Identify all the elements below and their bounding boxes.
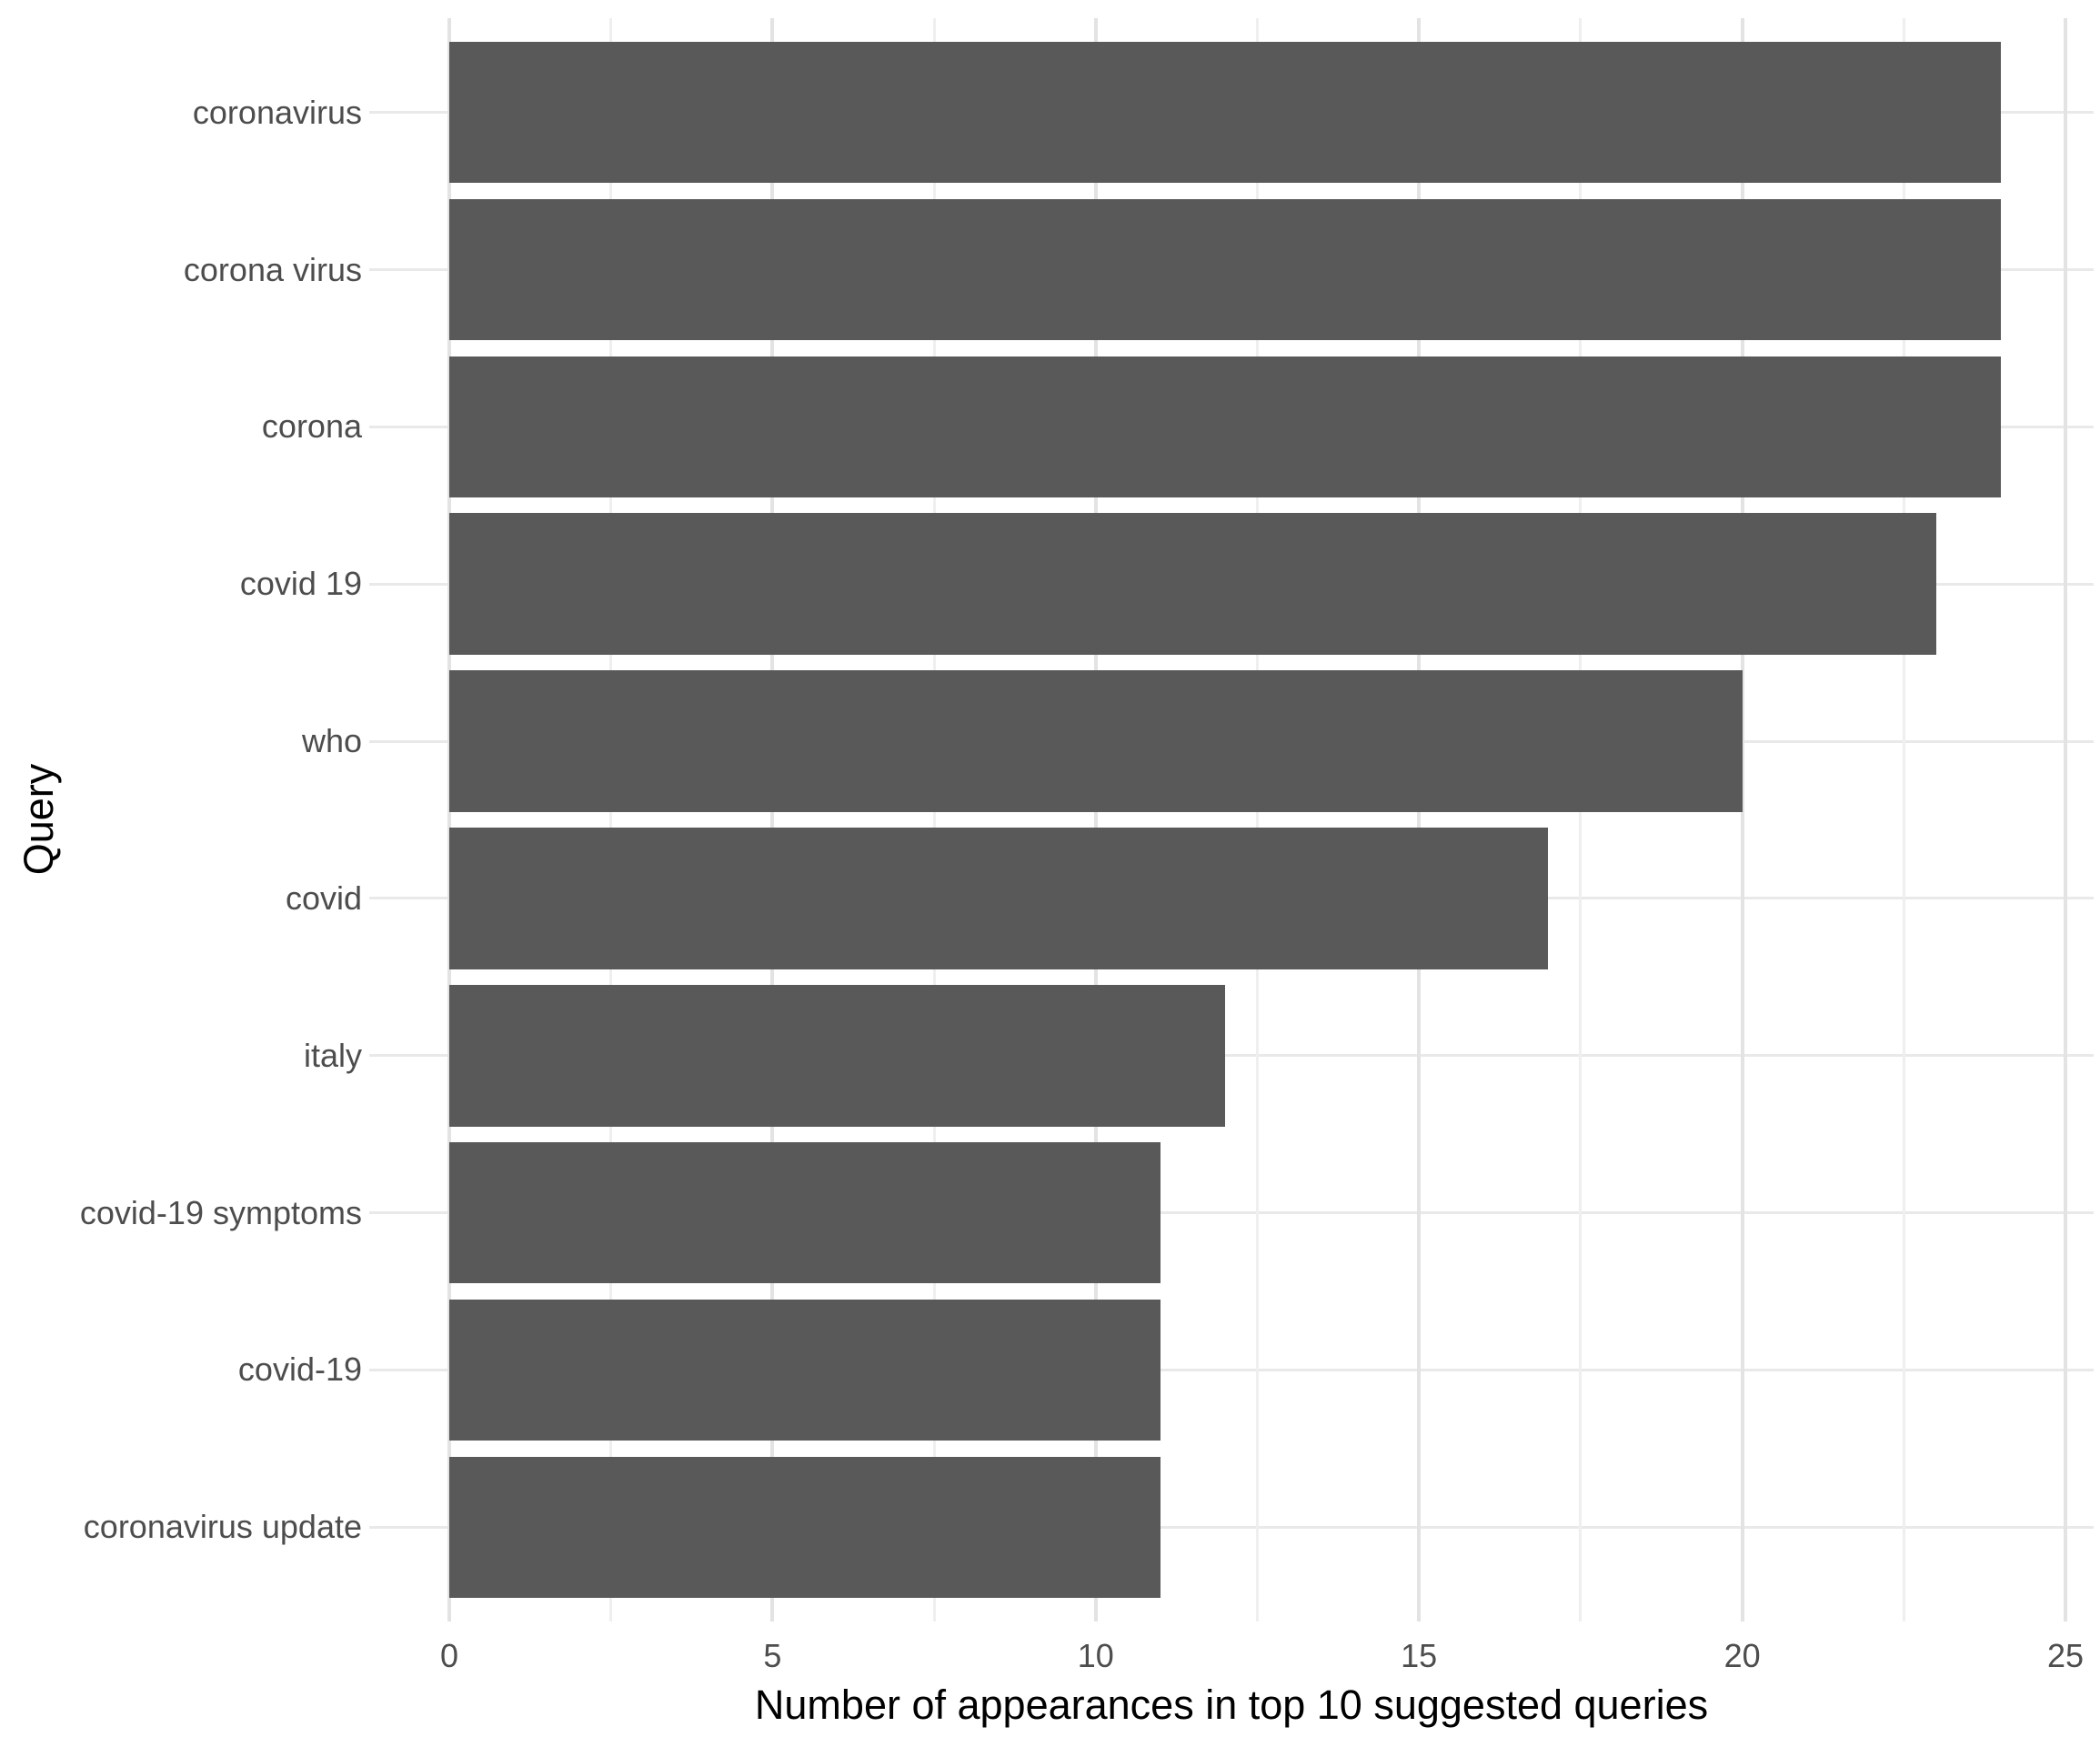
y-tick-label: italy <box>303 1036 362 1074</box>
x-axis-title: Number of appearances in top 10 suggeste… <box>754 1682 1709 1728</box>
y-tick-label: who <box>301 722 362 760</box>
x-tick-label: 25 <box>2046 1637 2085 1674</box>
bar <box>449 1456 1161 1599</box>
vertical-gridline-minor <box>609 18 613 1621</box>
y-tick-label: corona virus <box>183 250 362 288</box>
bar <box>449 984 1225 1127</box>
y-tick-label: coronavirus <box>192 93 362 131</box>
bar <box>449 513 1936 655</box>
vertical-gridline-major <box>1417 18 1422 1621</box>
vertical-gridline-major <box>1740 18 1744 1621</box>
vertical-gridline-minor <box>1256 18 1259 1621</box>
y-axis-title: Query <box>15 763 62 876</box>
x-tick-label: 20 <box>1723 1637 1761 1674</box>
bar <box>449 1141 1161 1284</box>
vertical-gridline-major <box>1093 18 1098 1621</box>
bar <box>449 198 2001 341</box>
bar <box>449 828 1549 969</box>
vertical-gridline-major <box>447 18 451 1621</box>
x-tick-label: 15 <box>1401 1637 1438 1674</box>
y-tick-label: covid 19 <box>239 565 362 603</box>
x-tick-label: 0 <box>439 1637 459 1674</box>
bar <box>449 670 1743 812</box>
y-tick-label: covid-19 <box>237 1350 362 1389</box>
bar <box>449 41 2001 184</box>
y-tick-label: corona <box>261 407 362 446</box>
y-tick-label: covid-19 symptoms <box>79 1193 362 1231</box>
chart-panel <box>369 18 2094 1621</box>
horizontal-gridline <box>369 1368 2094 1371</box>
x-tick-label: 10 <box>1077 1637 1114 1674</box>
vertical-gridline-minor <box>932 18 936 1621</box>
vertical-gridline-major <box>2064 18 2067 1621</box>
vertical-gridline-major <box>770 18 775 1621</box>
horizontal-gridline <box>369 1525 2094 1529</box>
vertical-gridline-minor <box>1902 18 1905 1621</box>
bar <box>449 356 2001 498</box>
horizontal-gridline <box>369 1211 2094 1215</box>
y-tick-label: coronavirus update <box>83 1508 362 1546</box>
bar <box>449 1299 1161 1441</box>
horizontal-gridline <box>369 1054 2094 1058</box>
x-tick-label: 5 <box>763 1637 782 1674</box>
y-tick-label: covid <box>285 879 362 917</box>
vertical-gridline-minor <box>1579 18 1583 1621</box>
